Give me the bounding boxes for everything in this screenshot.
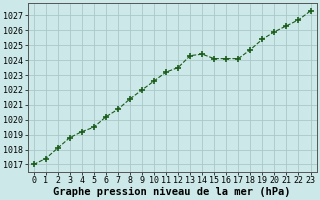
X-axis label: Graphe pression niveau de la mer (hPa): Graphe pression niveau de la mer (hPa) <box>53 186 291 197</box>
